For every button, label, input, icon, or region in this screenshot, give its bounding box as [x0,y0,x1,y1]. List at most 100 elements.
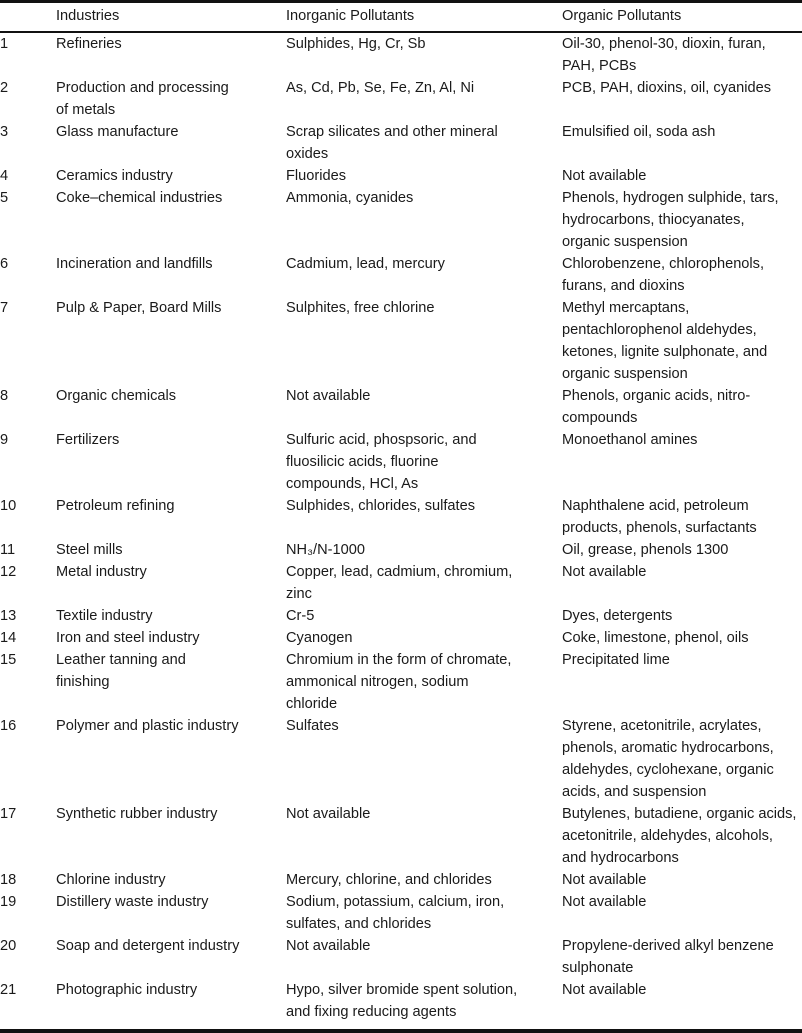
header-organic-pollutants: Organic Pollutants [562,8,682,24]
inorganic-pollutants-cell: Fluorides [286,168,347,184]
row-number: 13 [0,608,17,624]
organic-pollutants-cell: Methyl mercaptans, pentachlorophenol ald… [562,300,768,382]
industry-cell: Photographic industry [56,982,198,998]
row-number: 7 [0,300,9,316]
industry-cell: Refineries [56,36,122,52]
row-number: 1 [0,36,9,52]
row-number: 2 [0,80,9,96]
organic-pollutants-cell: Precipitated lime [562,652,670,668]
organic-pollutants-cell: Not available [562,894,647,910]
table-row: 21 Photographic industry Hypo, silver brom… [0,979,802,1023]
row-number: 17 [0,806,17,822]
row-number: 16 [0,718,17,734]
row-number: 4 [0,168,9,184]
inorganic-pollutants-cell: NH₃/N-1000 [286,542,365,558]
organic-pollutants-cell: Not available [562,982,647,998]
table-row: 6 Incineration and landfills Cadmium, lead… [0,253,802,297]
table-row: 1 Refineries Sulphides, Hg, Cr, Sb Oil-30, … [0,31,802,77]
header-row: Industries Inorganic Pollutants Organic … [0,4,802,31]
industry-cell: Textile industry [56,608,153,624]
row-number: 3 [0,124,9,140]
inorganic-pollutants-cell: Chromium in the form of chromate, ammoni… [286,652,512,712]
organic-pollutants-cell: Coke, limestone, phenol, oils [562,630,749,646]
table-row: 10 Petroleum refining Sulphides, chlorides… [0,495,802,539]
industry-cell: Iron and steel industry [56,630,200,646]
organic-pollutants-cell: Phenols, organic acids, nitro- compounds [562,388,751,426]
table-row: 13 Textile industry Cr-5 Dyes, detergents [0,605,802,627]
industry-cell: Glass manufacture [56,124,179,140]
organic-pollutants-cell: Oil, grease, phenols 1300 [562,542,729,558]
industry-cell: Fertilizers [56,432,120,448]
row-number: 12 [0,564,17,580]
inorganic-pollutants-cell: Sulfates [286,718,339,734]
inorganic-pollutants-cell: Not available [286,938,371,954]
row-number: 18 [0,872,17,888]
header-number [0,4,56,31]
organic-pollutants-cell: Not available [562,872,647,888]
organic-pollutants-cell: PCB, PAH, dioxins, oil, cyanides [562,80,771,96]
row-number: 14 [0,630,17,646]
table-row: 15 Leather tanning and finishing Chromium … [0,649,802,715]
organic-pollutants-cell: Naphthalene acid, petroleum products, ph… [562,498,757,536]
table-row: 5 Coke–chemical industries Ammonia, cyanid… [0,187,802,253]
table-row: 12 Metal industry Copper, lead, cadmium, c… [0,561,802,605]
table-row: 11 Steel mills NH₃/N-1000 Oil, grease, phen… [0,539,802,561]
row-number: 10 [0,498,17,514]
row-number: 11 [0,542,16,558]
organic-pollutants-cell: Butylenes, butadiene, organic acids, ace… [562,806,797,866]
inorganic-pollutants-cell: Ammonia, cyanides [286,190,414,206]
header-industries: Industries [56,8,120,24]
industry-cell: Coke–chemical industries [56,190,223,206]
industry-cell: Steel mills [56,542,123,558]
inorganic-pollutants-cell: Sulphides, Hg, Cr, Sb [286,36,426,52]
inorganic-pollutants-cell: Sulphites, free chlorine [286,300,435,316]
table-row: 16 Polymer and plastic industry Sulfates St… [0,715,802,803]
inorganic-pollutants-cell: As, Cd, Pb, Se, Fe, Zn, Al, Ni [286,80,475,96]
table-row: 7 Pulp & Paper, Board Mills Sulphites, fre… [0,297,802,385]
organic-pollutants-cell: Monoethanol amines [562,432,698,448]
table-bottom-rule [0,1029,802,1033]
organic-pollutants-cell: Phenols, hydrogen sulphide, tars, hydroc… [562,190,779,250]
row-number: 20 [0,938,17,954]
inorganic-pollutants-cell: Not available [286,388,371,404]
inorganic-pollutants-cell: Cyanogen [286,630,353,646]
inorganic-pollutants-cell: Copper, lead, cadmium, chromium, zinc [286,564,513,602]
header-inorganic-pollutants: Inorganic Pollutants [286,8,415,24]
inorganic-pollutants-cell: Scrap silicates and other mineral oxides [286,124,498,162]
row-number: 15 [0,652,17,668]
row-number: 8 [0,388,9,404]
industry-cell: Polymer and plastic industry [56,718,239,734]
table-body: 1 Refineries Sulphides, Hg, Cr, Sb Oil-30, … [0,31,802,1023]
organic-pollutants-cell: Propylene-derived alkyl benzene sulphona… [562,938,774,976]
organic-pollutants-cell: Not available [562,168,647,184]
industry-cell: Incineration and landfills [56,256,213,272]
organic-pollutants-cell: Emulsified oil, soda ash [562,124,716,140]
inorganic-pollutants-cell: Sodium, potassium, calcium, iron, sulfat… [286,894,505,932]
organic-pollutants-cell: Oil-30, phenol-30, dioxin, furan, PAH, P… [562,36,766,74]
row-number: 19 [0,894,17,910]
table-row: 2 Production and processing of metals As, … [0,77,802,121]
table-row: 14 Iron and steel industry Cyanogen Coke, l… [0,627,802,649]
industry-cell: Metal industry [56,564,147,580]
industry-cell: Distillery waste industry [56,894,209,910]
pollutants-table: Industries Inorganic Pollutants Organic … [0,4,802,1023]
industry-cell: Chlorine industry [56,872,166,888]
table-row: 8 Organic chemicals Not available Phenols, … [0,385,802,429]
inorganic-pollutants-cell: Cr-5 [286,608,315,624]
industry-cell: Organic chemicals [56,388,177,404]
inorganic-pollutants-cell: Mercury, chlorine, and chlorides [286,872,492,888]
table-row: 18 Chlorine industry Mercury, chlorine, an… [0,869,802,891]
industry-cell: Soap and detergent industry [56,938,240,954]
industry-cell: Ceramics industry [56,168,173,184]
industry-cell: Petroleum refining [56,498,175,514]
row-number: 21 [0,982,17,998]
row-number: 5 [0,190,9,206]
inorganic-pollutants-cell: Cadmium, lead, mercury [286,256,445,272]
table-row: 3 Glass manufacture Scrap silicates and ot… [0,121,802,165]
inorganic-pollutants-cell: Sulfuric acid, phospsoric, and fluosilic… [286,432,477,492]
inorganic-pollutants-cell: Sulphides, chlorides, sulfates [286,498,476,514]
inorganic-pollutants-cell: Not available [286,806,371,822]
industry-cell: Synthetic rubber industry [56,806,218,822]
row-number: 9 [0,432,9,448]
industry-cell: Pulp & Paper, Board Mills [56,300,222,316]
